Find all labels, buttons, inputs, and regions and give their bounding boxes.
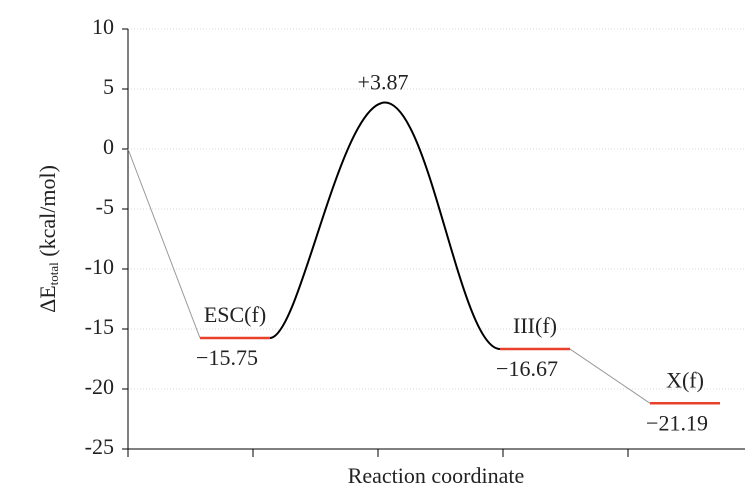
y-tick-label: 10: [92, 14, 114, 39]
value-label: −16.67: [496, 356, 558, 381]
value-label: +3.87: [358, 70, 409, 95]
y-tick-label: -25: [85, 434, 114, 459]
y-label-unit: (kcal/mol): [35, 165, 60, 262]
y-tick-label: -10: [85, 254, 114, 279]
connector: [569, 348, 651, 404]
state-label: III(f): [513, 313, 557, 338]
y-axis-label: ΔEtotal (kcal/mol): [35, 165, 61, 313]
y-tick-label: -15: [85, 314, 114, 339]
state-label: ESC(f): [204, 302, 266, 327]
y-label-main: ΔE: [35, 285, 60, 313]
y-tick-label: -20: [85, 374, 114, 399]
value-label: −21.19: [646, 410, 708, 435]
state-label: X(f): [666, 367, 704, 392]
connector: [127, 148, 201, 339]
y-tick-label: 5: [103, 74, 114, 99]
reaction-curve: [269, 101, 501, 351]
y-tick-label: 0: [103, 134, 114, 159]
y-label-sub: total: [46, 262, 61, 285]
value-label: −15.75: [196, 345, 258, 370]
y-tick-label: -5: [96, 194, 114, 219]
x-axis-label: Reaction coordinate: [348, 463, 525, 488]
